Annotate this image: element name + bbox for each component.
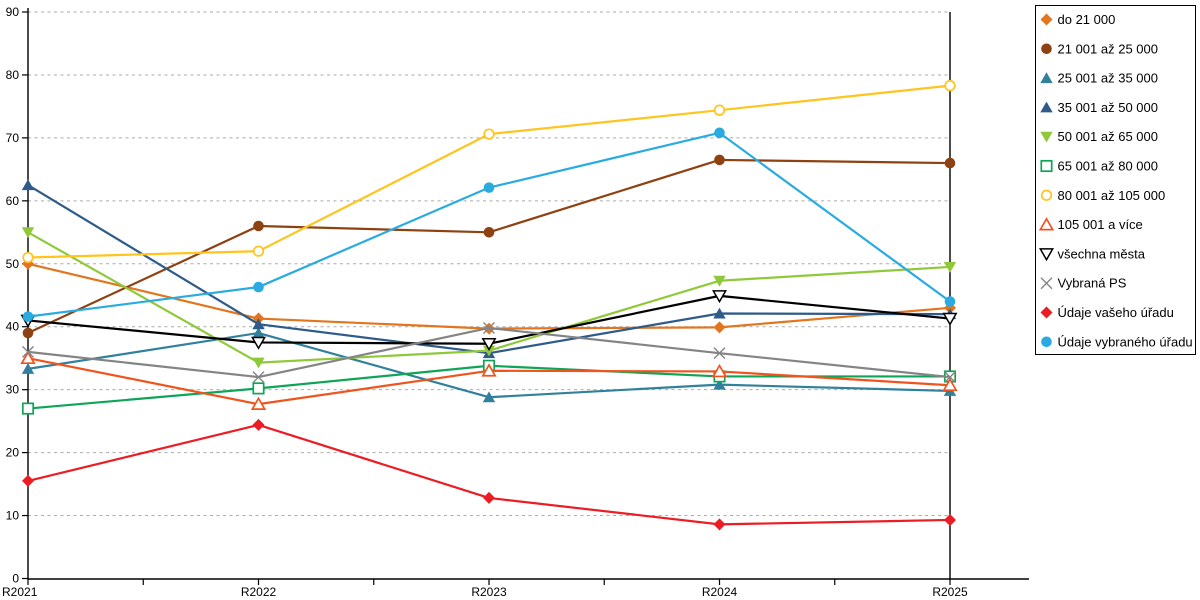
legend-item-label: Údaje vašeho úřadu bbox=[1058, 305, 1174, 320]
data-point-marker bbox=[252, 245, 265, 257]
data-point-marker bbox=[20, 350, 36, 365]
y-axis-label: 10 bbox=[6, 509, 20, 523]
legend-item-label: Vybraná PS bbox=[1058, 276, 1127, 291]
data-point-marker bbox=[711, 363, 728, 378]
legend-item-label: 80 001 až 105 000 bbox=[1058, 188, 1166, 203]
data-point-marker bbox=[712, 290, 727, 304]
y-axis-label: 20 bbox=[6, 446, 20, 460]
data-point-marker bbox=[22, 327, 34, 339]
x-axis-label: R2022 bbox=[241, 585, 277, 599]
y-axis-label: 70 bbox=[6, 131, 20, 145]
y-axis-label: 60 bbox=[6, 194, 20, 208]
data-point-marker bbox=[713, 275, 726, 287]
legend-item-label: do 21 000 bbox=[1058, 12, 1116, 27]
data-point-marker bbox=[253, 281, 264, 293]
data-point-marker bbox=[482, 391, 496, 403]
legend-marker bbox=[1040, 13, 1053, 26]
series-line bbox=[26, 423, 952, 526]
data-point-marker bbox=[483, 227, 495, 238]
data-point-marker bbox=[22, 474, 34, 487]
data-point-marker bbox=[483, 321, 495, 334]
x-axis-label: R2021 bbox=[2, 585, 38, 599]
data-point-marker bbox=[713, 518, 726, 531]
data-point-marker bbox=[21, 363, 35, 374]
legend-item-label: všechna města bbox=[1058, 246, 1146, 261]
x-axis-label: R2024 bbox=[702, 585, 738, 599]
legend-marker bbox=[1041, 43, 1052, 55]
legend-marker bbox=[1040, 159, 1053, 173]
legend-marker bbox=[1040, 131, 1053, 143]
data-point-marker bbox=[22, 311, 34, 322]
data-point-marker bbox=[253, 220, 264, 232]
legend-marker bbox=[1040, 306, 1053, 319]
data-point-marker bbox=[483, 182, 495, 193]
legend-item-label: 25 001 až 35 000 bbox=[1058, 71, 1158, 86]
data-point-marker bbox=[252, 327, 265, 339]
legend-marker bbox=[1040, 101, 1053, 113]
data-point-marker bbox=[713, 347, 726, 360]
data-point-marker bbox=[944, 513, 956, 526]
data-point-marker bbox=[483, 128, 495, 140]
data-point-marker bbox=[251, 336, 266, 350]
y-axis-label: 50 bbox=[6, 257, 20, 271]
data-point-marker bbox=[713, 378, 726, 390]
y-axis-label: 30 bbox=[6, 383, 20, 397]
series-line bbox=[26, 262, 952, 330]
data-point-marker bbox=[713, 104, 726, 116]
x-axis-label: R2023 bbox=[471, 585, 507, 599]
data-point-marker bbox=[482, 345, 496, 357]
data-point-marker bbox=[483, 491, 495, 504]
data-point-marker bbox=[250, 396, 267, 410]
legend-marker bbox=[1040, 189, 1053, 201]
data-point-marker bbox=[942, 377, 958, 392]
legend-marker bbox=[1040, 277, 1053, 290]
data-point-marker bbox=[21, 402, 35, 415]
data-point-marker bbox=[713, 307, 726, 319]
data-point-marker bbox=[22, 251, 34, 264]
data-point-marker bbox=[21, 227, 35, 239]
legend-item-label: 21 001 až 25 000 bbox=[1058, 41, 1158, 56]
data-point-marker bbox=[252, 382, 265, 395]
legend-item-label: 50 001 až 65 000 bbox=[1058, 129, 1158, 144]
data-point-marker bbox=[944, 79, 956, 92]
y-axis-label: 40 bbox=[6, 320, 20, 334]
data-point-marker bbox=[252, 418, 265, 431]
data-point-marker bbox=[944, 371, 956, 384]
y-axis-label: 90 bbox=[6, 5, 20, 19]
legend-item-label: 35 001 až 50 000 bbox=[1058, 100, 1158, 115]
data-point-marker bbox=[21, 179, 35, 191]
data-point-marker bbox=[22, 345, 34, 358]
legend-marker bbox=[1040, 72, 1053, 84]
data-point-marker bbox=[252, 371, 265, 384]
data-point-marker bbox=[481, 363, 497, 377]
legend-item-label: 105 001 a více bbox=[1058, 217, 1143, 232]
legend-box bbox=[1035, 5, 1196, 355]
data-point-marker bbox=[943, 261, 957, 273]
x-axis-label: R2025 bbox=[932, 585, 968, 599]
legend-marker bbox=[1038, 217, 1055, 231]
legend-item-label: Údaje vybraného úřadu bbox=[1058, 334, 1193, 349]
data-point-marker bbox=[714, 154, 725, 166]
legend-item-label: 65 001 až 80 000 bbox=[1058, 159, 1158, 174]
data-point-marker bbox=[944, 296, 956, 307]
data-point-marker bbox=[713, 321, 726, 334]
data-point-marker bbox=[714, 127, 725, 139]
data-point-marker bbox=[942, 312, 958, 326]
legend-marker bbox=[1039, 248, 1054, 262]
data-point-marker bbox=[944, 157, 956, 169]
data-point-marker bbox=[481, 337, 497, 352]
legend-marker bbox=[1041, 336, 1052, 348]
data-point-marker bbox=[252, 318, 265, 330]
y-axis-label: 0 bbox=[12, 572, 19, 586]
data-point-marker bbox=[252, 357, 265, 369]
y-axis-label: 80 bbox=[6, 68, 20, 82]
